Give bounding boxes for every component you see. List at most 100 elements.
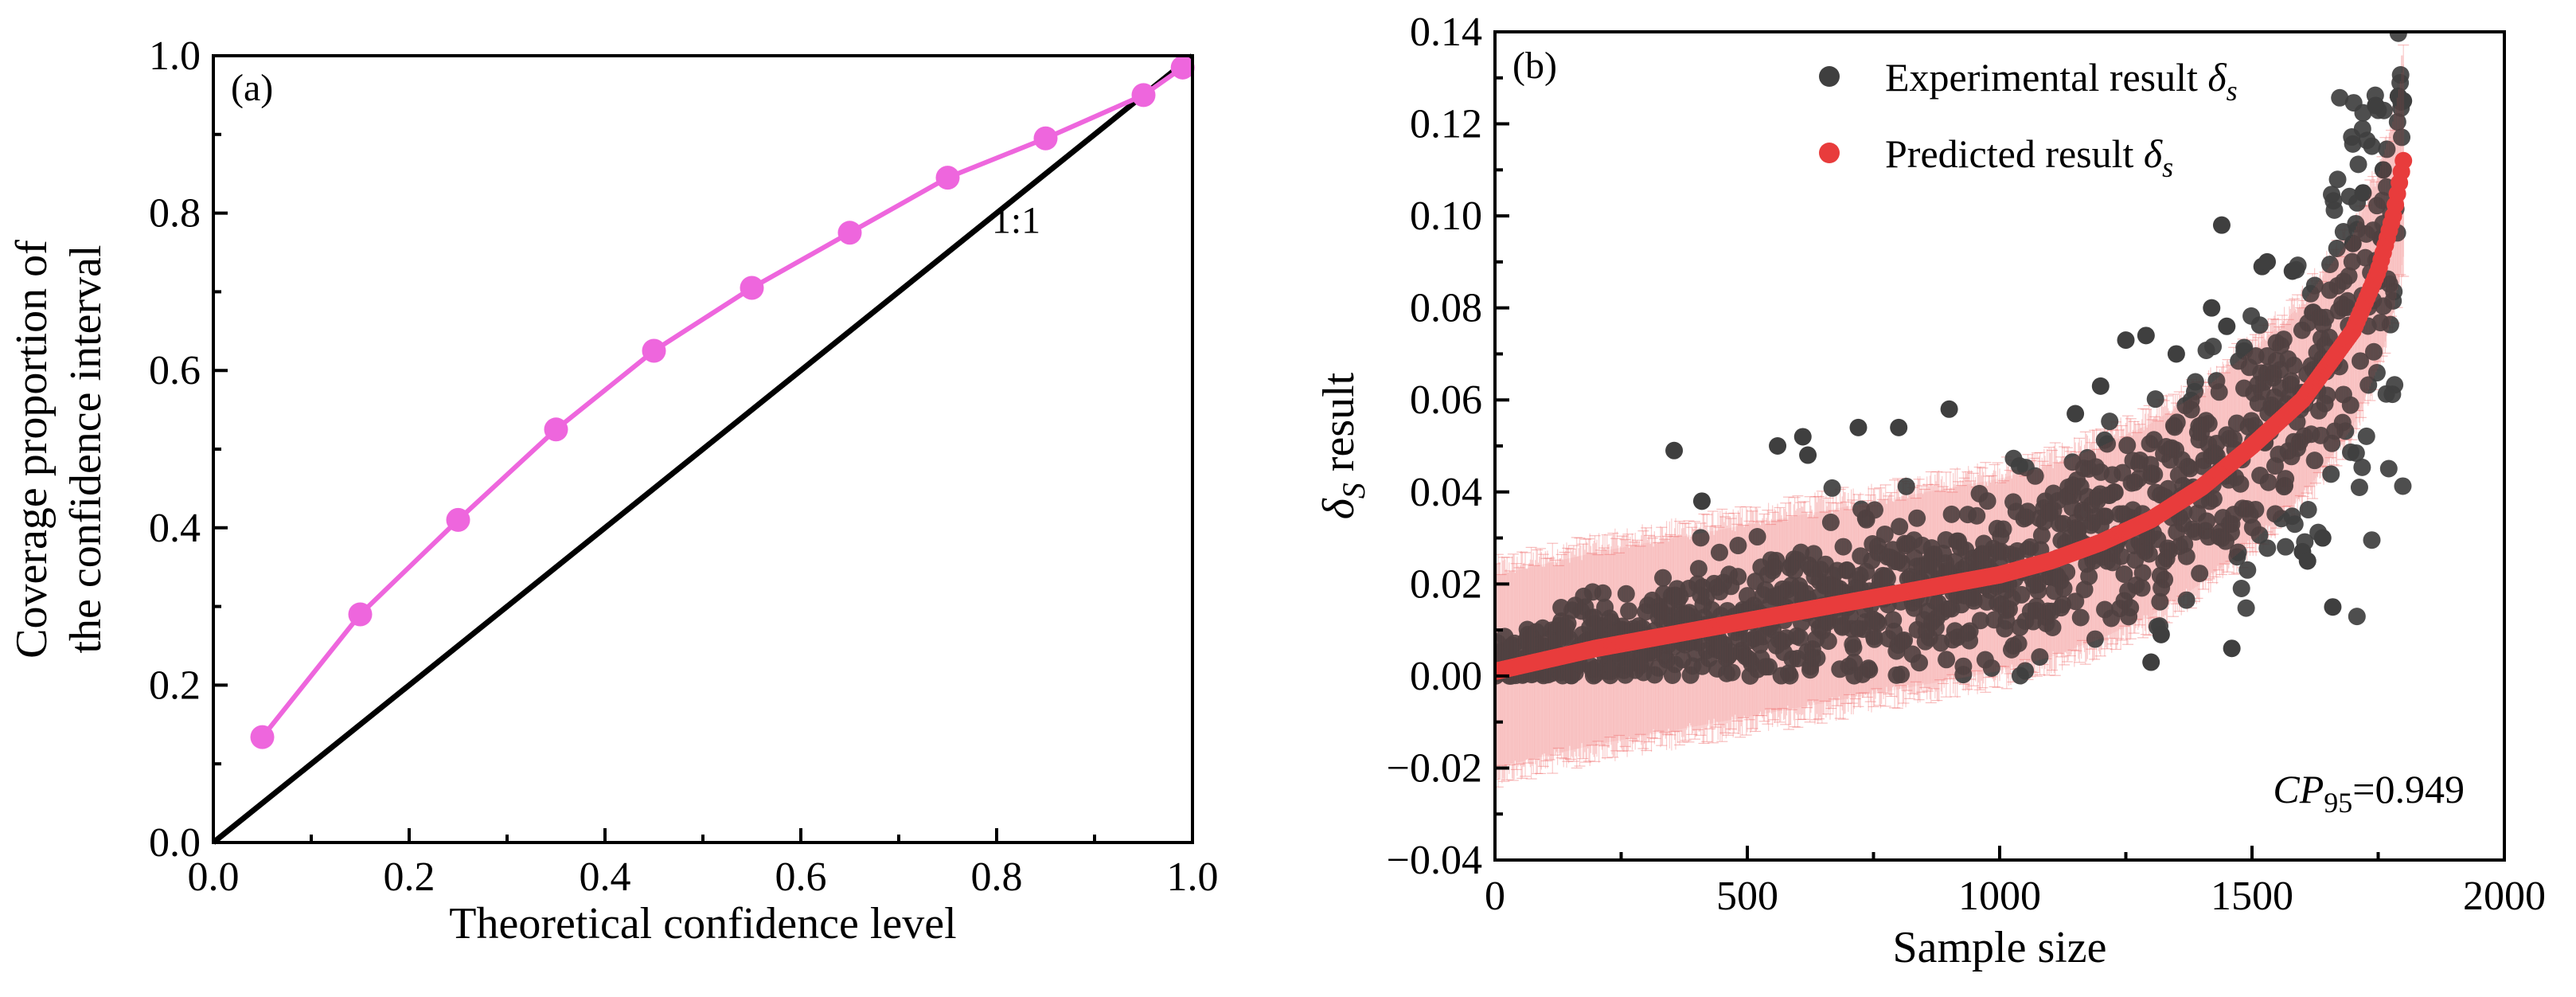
experimental-point [2384, 291, 2402, 310]
experimental-point [1982, 659, 2000, 677]
experimental-point [2140, 545, 2158, 563]
experimental-point [2133, 564, 2152, 582]
reference-line-label: 1:1 [992, 199, 1040, 241]
experimental-point [2299, 501, 2317, 519]
experimental-point [2198, 512, 2216, 530]
experimental-point [1793, 428, 1812, 446]
x-tick-label: 0.4 [580, 854, 631, 900]
panel-b-ticks: 0 500 1000 1500 2000 −0.04 −0.02 0.00 0.02 0.04 0.… [1387, 10, 2546, 919]
experimental-point [1617, 585, 1635, 603]
experimental-point [2112, 547, 2130, 565]
y-tick-label: 0.14 [1410, 10, 1482, 55]
panel-a-ticks: 0.0 0.2 0.4 0.6 0.8 1.0 0.0 0.2 0.4 0.6 0.8 1.0 [149, 33, 1219, 900]
legend-marker-experimental [1819, 66, 1840, 87]
experimental-point [2393, 128, 2411, 147]
experimental-point [2086, 630, 2104, 648]
cp-sub: 95 [2324, 787, 2352, 819]
y-tick-label: 0.00 [1410, 654, 1482, 699]
experimental-point [2029, 581, 2047, 600]
experimental-point [1594, 584, 1612, 602]
experimental-point [2318, 386, 2336, 405]
experimental-point [1748, 528, 1766, 546]
experimental-point [2328, 170, 2347, 189]
y-title-symbol: δ [1314, 498, 1364, 519]
coverage-point [446, 507, 470, 532]
experimental-point [2177, 547, 2195, 565]
experimental-point [2091, 377, 2110, 395]
experimental-point [2191, 565, 2209, 583]
panel-a-lines [211, 53, 1195, 845]
experimental-points [1495, 32, 2413, 768]
experimental-point [2348, 608, 2366, 626]
experimental-point [1689, 560, 1708, 578]
panel-b-legend: Experimental result δs Predicted result … [1819, 55, 2238, 183]
cp-value: =0.949 [2352, 767, 2465, 811]
experimental-point [1692, 529, 1710, 547]
y-tick-label: 0.06 [1410, 377, 1482, 423]
coverage-point [544, 417, 568, 442]
legend-symbol-predicted: δ [2144, 131, 2163, 176]
experimental-point [2232, 580, 2250, 598]
panel-a-label: (a) [231, 67, 273, 109]
experimental-point [2395, 92, 2413, 110]
experimental-point [2238, 561, 2257, 579]
y-tick-label: 0.8 [149, 191, 201, 237]
experimental-point [2182, 401, 2200, 419]
experimental-point [2098, 435, 2117, 453]
experimental-point [2032, 526, 2051, 545]
experimental-point [2277, 538, 2295, 556]
coverage-point [250, 725, 275, 749]
experimental-point [2313, 529, 2332, 547]
y-tick-label: 0.10 [1410, 194, 1482, 239]
legend-entry-predicted: Predicted result δs [1885, 131, 2173, 183]
experimental-point [1869, 614, 1887, 632]
experimental-point [2367, 96, 2385, 115]
panel-b-plot-area [1495, 32, 2413, 788]
legend-symbol-experimental: δ [2207, 55, 2227, 100]
experimental-point [1978, 492, 1996, 510]
experimental-point [1799, 446, 1817, 464]
experimental-point [1760, 658, 1778, 676]
experimental-point [2097, 507, 2115, 526]
experimental-point [2121, 599, 2140, 617]
experimental-point [2350, 478, 2368, 496]
experimental-point [1994, 520, 2012, 538]
experimental-point [2298, 552, 2316, 570]
experimental-point [2386, 376, 2404, 394]
experimental-point [2349, 155, 2367, 174]
experimental-point [2344, 234, 2362, 252]
experimental-point [2353, 458, 2371, 476]
experimental-point [2009, 635, 2028, 653]
experimental-point [1891, 518, 1909, 536]
experimental-point [2285, 515, 2304, 534]
experimental-point [2258, 539, 2277, 557]
reference-line-1-to-1 [211, 53, 1195, 845]
panel-a-x-axis-title: Theoretical confidence level [449, 899, 956, 948]
experimental-point [2347, 444, 2365, 462]
experimental-point [2324, 598, 2342, 616]
experimental-point [1844, 653, 1863, 671]
x-tick-label: 1500 [2211, 874, 2293, 919]
experimental-point [2322, 465, 2340, 483]
experimental-point [2352, 352, 2370, 370]
legend-marker-predicted [1819, 143, 1840, 163]
experimental-point [1849, 418, 1868, 436]
experimental-point [2359, 376, 2378, 394]
experimental-point [2043, 619, 2062, 637]
experimental-point [2389, 32, 2407, 42]
experimental-point [2223, 639, 2241, 658]
experimental-point [2325, 201, 2344, 219]
experimental-point [2321, 255, 2340, 273]
panel-b-y-axis-title: δS result [1314, 372, 1372, 519]
experimental-point [1819, 632, 1837, 651]
experimental-point [2026, 467, 2044, 485]
experimental-point [2379, 459, 2398, 478]
experimental-point [1865, 501, 1883, 519]
experimental-point [2357, 427, 2375, 445]
experimental-point [2142, 653, 2160, 671]
experimental-point [1723, 663, 1741, 682]
experimental-point [1897, 477, 1915, 495]
coverage-point [935, 166, 960, 190]
experimental-point [2212, 216, 2231, 234]
experimental-point [2285, 356, 2303, 374]
